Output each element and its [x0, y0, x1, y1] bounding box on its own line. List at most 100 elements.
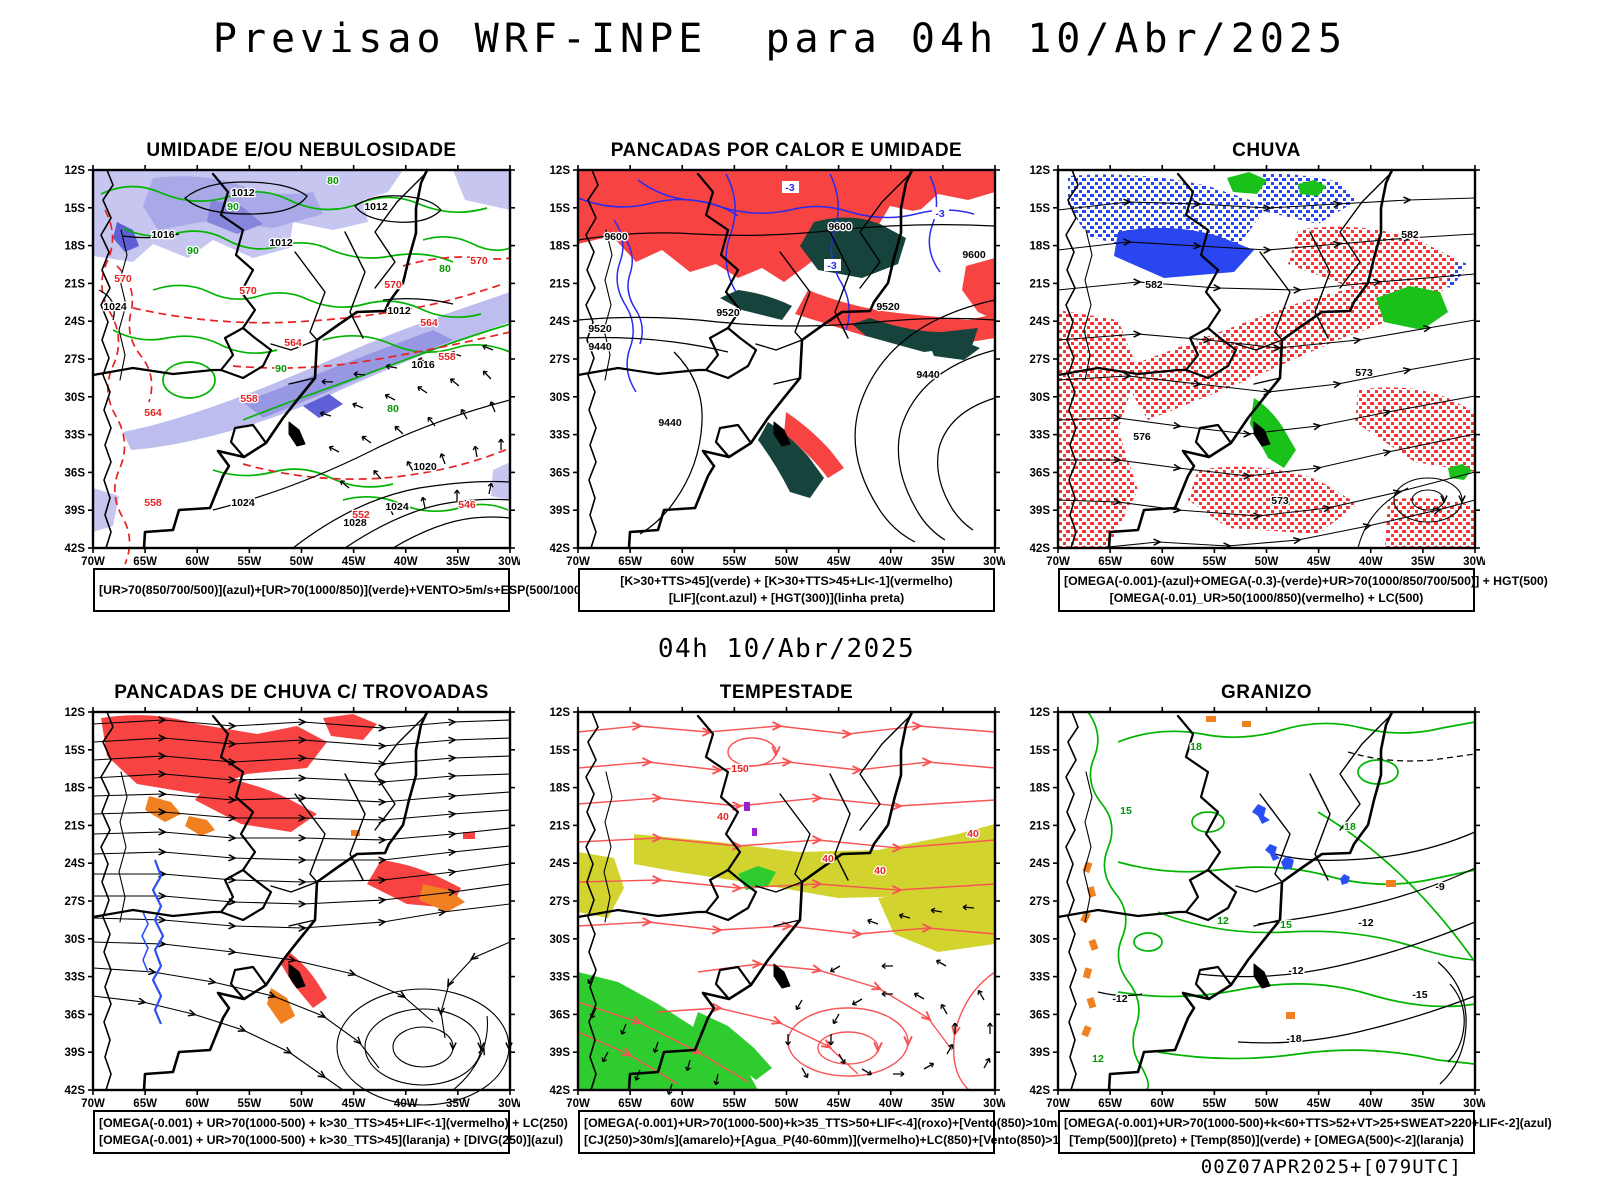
divergence-blue-line — [151, 859, 165, 1025]
contour-label: 9440 — [588, 341, 612, 353]
axis-tick-label: 30W — [498, 1098, 520, 1110]
red-thickness-contours — [101, 209, 511, 565]
axis-tick-label: 42S — [550, 1085, 571, 1097]
page-title: Previsao WRF-INPE para 04h 10/Abr/2025 — [212, 16, 1348, 62]
contour-label: 570 — [239, 285, 257, 297]
map-chuva: 582 582 576 573 573 12S 15S 18S 21S 24S 27S 30… — [1030, 165, 1485, 568]
temp500-black-contours — [1097, 751, 1476, 1085]
panel-title-trovoadas: PANCADAS DE CHUVA C/ TROVOADAS — [114, 682, 489, 703]
axis-tick-label: 35W — [1411, 556, 1435, 568]
axis-tick-label: 27S — [65, 354, 86, 366]
axis-tick-label: 60W — [1150, 556, 1174, 568]
panel-title-umidade: UMIDADE E/OU NEBULOSIDADE — [146, 140, 457, 161]
axis-tick-label: 33S — [65, 430, 86, 442]
axis-tick-label: 15S — [550, 203, 571, 215]
contour-label: 1024 — [103, 301, 127, 313]
axis-tick-label: 27S — [550, 354, 571, 366]
axis-tick-label: 12S — [65, 707, 86, 719]
axis-tick-label: 70W — [81, 1098, 105, 1110]
axis-tick-label: 12S — [1030, 165, 1051, 177]
contour-label: 150 — [731, 763, 749, 775]
axis-tick-label: 65W — [618, 1098, 642, 1110]
panel-title-tempestade: TEMPESTADE — [719, 682, 854, 703]
temp850-green-contours — [1087, 711, 1476, 1091]
axis-tick-label: 30S — [65, 392, 86, 404]
axis-tick-label: 42S — [550, 543, 571, 555]
contour-labels: 1012 1012 1012 1016 1024 1012 1016 1020 … — [102, 174, 489, 531]
model-run-label: 00Z07APR2025+[079UTC] — [1200, 1156, 1462, 1178]
contour-label: 570 — [114, 273, 132, 285]
lif-blue-contours — [577, 173, 975, 393]
axis-tick-label: 42S — [1030, 1085, 1051, 1097]
axis-tick-label: 39S — [1030, 505, 1051, 517]
axis-tick-label: 40W — [1359, 556, 1383, 568]
divergence-blue-line — [141, 911, 149, 973]
contour-label: 558 — [240, 393, 258, 405]
axis-tick-label: 42S — [65, 1085, 86, 1097]
axis-tick-label: 65W — [618, 556, 642, 568]
axis-tick-label: 45W — [827, 556, 851, 568]
axis-tick-label: 40W — [879, 1098, 903, 1110]
axis-tick-label: 55W — [238, 1098, 262, 1110]
axis-tick-label: 30W — [498, 556, 520, 568]
axis-tick-label: 50W — [775, 1098, 799, 1110]
axis-tick-label: 18S — [1030, 241, 1051, 253]
axis-tick-label: 15S — [1030, 745, 1051, 757]
axis-tick-label: 30S — [550, 392, 571, 404]
axis-tick-label: 65W — [133, 556, 157, 568]
contour-label: 582 — [1145, 279, 1163, 291]
caption-trovoadas: [OMEGA(-0.001) + UR>70(1000-500) + k>30_… — [93, 1110, 568, 1154]
streamlines-250 — [92, 720, 510, 1106]
contour-label: 80 — [439, 263, 451, 275]
axis-tick-label: 27S — [65, 896, 86, 908]
axis-tick-label: 39S — [65, 505, 86, 517]
axis-tick-label: 55W — [1203, 1098, 1227, 1110]
axis-tick-label: 21S — [550, 820, 571, 832]
contour-label: 18 — [1344, 821, 1356, 833]
contour-label: 570 — [470, 255, 488, 267]
contour-label: 564 — [284, 337, 302, 349]
axis-tick-label: 45W — [827, 1098, 851, 1110]
contour-label: 90 — [187, 245, 199, 257]
axis-tick-label: 70W — [566, 1098, 590, 1110]
axis-tick-label: 18S — [65, 783, 86, 795]
contour-label: 576 — [1133, 431, 1151, 443]
axis-tick-label: 30W — [983, 1098, 1005, 1110]
map-umidade: 1012 1012 1012 1016 1024 1012 1016 1020 … — [65, 165, 520, 568]
axis-tick-label: 24S — [1030, 316, 1051, 328]
map-pancadas-calor: 9600 9600 9600 9520 9520 9520 9440 9440 … — [550, 165, 1005, 568]
contour-label: 40 — [967, 828, 979, 840]
axis-tick-label: 60W — [670, 556, 694, 568]
axis-tick-label: 24S — [65, 316, 86, 328]
axis-tick-label: 60W — [185, 1098, 209, 1110]
contour-label: 9600 — [828, 221, 852, 233]
axis-tick-label: 55W — [723, 1098, 747, 1110]
contour-label: 1012 — [387, 305, 411, 317]
axis-tick-label: 45W — [1307, 556, 1331, 568]
purple-extreme-fill — [744, 802, 757, 836]
contour-label: 15 — [1280, 919, 1292, 931]
contour-label: 9520 — [716, 307, 740, 319]
axis-tick-label: 15S — [1030, 203, 1051, 215]
contour-label: -15 — [1412, 989, 1427, 1001]
axis-tick-label: 15S — [65, 745, 86, 757]
contour-label: 1012 — [231, 187, 255, 199]
panel-title-pancadas-calor: PANCADAS POR CALOR E UMIDADE — [610, 140, 963, 161]
contour-label: -12 — [1288, 965, 1303, 977]
axis-tick-label: 18S — [550, 783, 571, 795]
axis-tick-label: 12S — [550, 707, 571, 719]
axis-tick-label: 21S — [550, 278, 571, 290]
caption-umidade: [UR>70(850/700/500)](azul)+[UR>70(1000/8… — [93, 568, 585, 612]
contour-label: 1020 — [413, 461, 437, 473]
contour-label: 1016 — [411, 359, 435, 371]
axis-tick-label: 70W — [81, 556, 105, 568]
caption-chuva: [OMEGA(-0.001)-(azul)+OMEGA(-0.3)-(verde… — [1058, 568, 1548, 612]
axis-tick-label: 15S — [550, 745, 571, 757]
contour-label: -3 — [827, 260, 836, 272]
contour-label: 9440 — [916, 369, 940, 381]
map-granizo: 18 15 18 12 15 12 -9 -12 -12 -12 -15 -18… — [1030, 707, 1485, 1110]
axis-tick-label: 18S — [550, 241, 571, 253]
pressure-contours — [98, 181, 511, 549]
